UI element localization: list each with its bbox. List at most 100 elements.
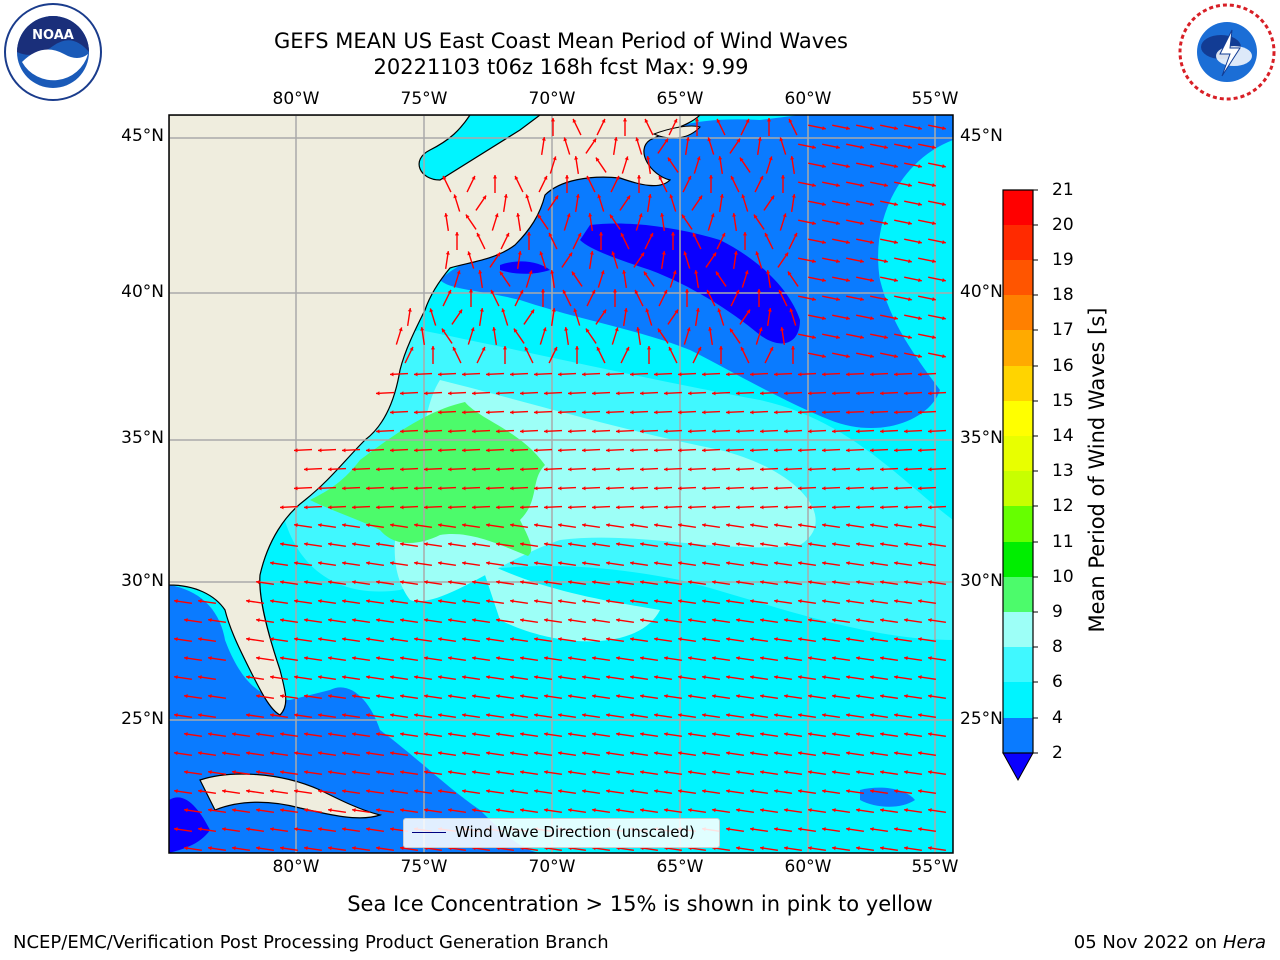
wave-direction-arrowhead [534,486,538,491]
wave-direction-arrowhead [366,523,370,528]
wave-direction-arrowhead [726,486,730,491]
wave-direction-arrowhead [678,675,682,680]
wave-direction-arrowhead [472,618,476,623]
wave-direction-arrowhead [448,467,452,472]
wave-direction-arrowhead [424,505,428,510]
wave-direction-arrowhead [414,523,418,528]
wave-direction-arrowhead [697,346,702,351]
wave-direction-arrowhead [592,580,596,585]
colorbar-tick: 11 [1052,532,1074,552]
wave-direction-arrowhead [894,713,898,718]
wave-direction-arrowhead [438,789,442,794]
lon-tick-bottom: 80°W [272,857,320,877]
wave-direction-arrowhead [918,751,922,756]
wave-direction-arrowhead [894,637,898,642]
wave-direction-arrowhead [884,259,888,264]
wave-direction-arrowhead [870,751,874,756]
wave-direction-arrowhead [760,391,764,396]
wave-direction-arrowhead [880,429,884,434]
wave-direction-arrowhead [712,467,716,472]
wave-direction-arrowhead [880,694,884,699]
footer-credit: NCEP/EMC/Verification Post Processing Pr… [13,932,609,953]
wave-direction-arrowhead [174,713,178,718]
wave-direction-arrowhead [294,675,298,680]
wave-direction-arrowhead [486,675,490,680]
wave-direction-arrowhead [470,327,475,332]
wave-direction-arrowhead [438,410,442,415]
wave-direction-arrowhead [520,542,524,547]
wave-direction-arrowhead [846,713,850,718]
wave-direction-arrowhead [635,137,640,142]
wave-direction-arrowhead [664,467,668,472]
wave-direction-arrowhead [566,213,571,218]
wave-direction-arrowhead [208,656,212,661]
wave-direction-arrowhead [870,126,874,131]
wave-direction-arrowhead [571,271,576,276]
wave-direction-arrowhead [686,327,691,332]
wave-direction-arrowhead [577,232,582,237]
wave-direction-arrowhead [928,846,932,851]
wave-direction-arrowhead [640,808,644,813]
colorbar-tick: 6 [1052,672,1063,692]
colorbar-tick: 15 [1052,391,1074,411]
wave-direction-arrowhead [678,372,682,377]
wave-direction-arrowhead [424,656,428,661]
wave-direction-arrowhead [760,656,764,661]
wave-direction-arrowhead [928,808,932,813]
wave-direction-arrowhead [568,770,572,775]
colorbar-segment [1003,471,1033,507]
wave-direction-arrowhead [390,561,394,566]
wave-direction-arrowhead [750,486,754,491]
wave-direction-arrowhead [788,118,793,123]
wave-direction-arrowhead [438,523,442,528]
ocean-below-2s [580,223,800,344]
wave-direction-arrowhead [870,675,874,680]
wave-direction-arrowhead [918,675,922,680]
wave-direction-arrowhead [553,346,558,351]
wave-direction-arrowhead [750,827,754,832]
wave-direction-arrowhead [812,183,816,188]
wave-direction-arrowhead [832,618,836,623]
wave-direction-arrowhead [551,308,556,312]
wave-direction-arrowhead [630,523,634,528]
wave-direction-arrowhead [710,213,715,218]
wave-direction-arrowhead [846,372,850,377]
wave-direction-arrowhead [760,770,764,775]
wave-direction-arrowhead [664,808,668,813]
wave-direction-arrowhead [798,561,802,566]
wave-direction-arrowhead [822,675,826,680]
wave-direction-arrowhead [592,467,596,472]
wave-direction-arrowhead [870,523,874,528]
wave-direction-arrowhead [832,542,836,547]
wave-direction-arrowhead [760,580,764,585]
wave-direction-arrowhead [558,448,562,453]
wave-direction-arrowhead [798,751,802,756]
wave-direction-arrowhead [582,599,586,604]
wave-direction-arrowhead [613,137,618,141]
wave-direction-arrowhead [654,637,658,642]
wave-direction-arrowhead [456,270,461,275]
wave-direction-arrowhead [400,694,404,699]
wave-direction-arrowhead [712,505,716,510]
wave-direction-arrowhead [670,232,676,236]
wave-direction-arrowhead [184,618,188,623]
wave-direction-arrowhead [472,732,476,737]
wave-direction-arrowhead [654,448,658,453]
wave-direction-arrowhead [870,827,874,832]
wave-direction-arrowhead [760,846,764,851]
wave-direction-arrowhead [712,542,716,547]
wave-direction-arrowhead [860,259,864,264]
wave-direction-arrowhead [766,118,772,122]
wave-direction-arrowhead [390,827,394,832]
wave-direction-arrowhead [736,580,740,585]
wave-direction-arrowhead [513,328,518,333]
wave-direction-arrowhead [256,732,260,737]
wave-direction-arrowhead [904,618,908,623]
wave-direction-arrowhead [534,448,538,453]
wave-direction-arrowhead [472,808,476,813]
wave-direction-arrowhead [870,448,874,453]
wave-direction-arrowhead [390,599,394,604]
wave-direction-arrowhead [184,808,188,813]
wave-direction-arrowhead [750,675,754,680]
wave-direction-arrowhead [712,694,716,699]
